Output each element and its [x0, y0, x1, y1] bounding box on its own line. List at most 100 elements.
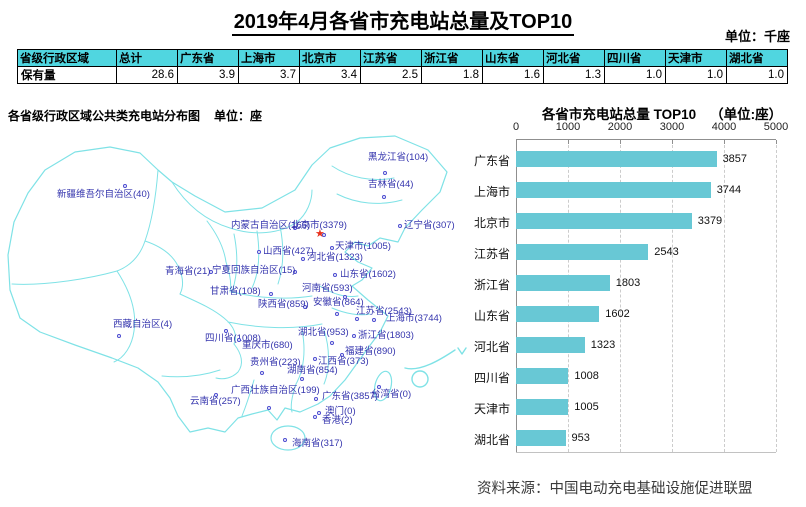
bar [516, 306, 600, 322]
table-header-cell: 山东省 [482, 49, 544, 67]
table-value-cell: 1.0 [726, 66, 788, 84]
gridline [568, 140, 569, 452]
bar-category-label: 四川省 [473, 371, 510, 385]
table-value-cell: 28.6 [116, 66, 178, 84]
coast-flourish-check [457, 347, 467, 355]
bar-row: 上海市 3744 [474, 182, 776, 199]
bar-value-label: 1005 [574, 401, 599, 413]
gridline [620, 140, 621, 452]
table-value-cell: 1.0 [604, 66, 666, 84]
bar [516, 337, 585, 353]
table-value-cell: 3.9 [177, 66, 239, 84]
bar-category-label: 湖北省 [473, 433, 510, 447]
chart-title: 各省市充电站总量 TOP10 （单位:座） [541, 107, 783, 122]
bar-value-label: 1602 [605, 308, 630, 320]
table-value-cell: 1.3 [543, 66, 605, 84]
x-axis-tickmark [516, 140, 517, 144]
bar [516, 213, 692, 229]
bar-row: 四川省 1008 [474, 368, 776, 385]
bar-category-label: 浙江省 [473, 278, 510, 292]
bar-category-label: 山东省 [473, 309, 510, 323]
x-axis-tickmark [672, 140, 673, 144]
table-header-cell: 北京市 [299, 49, 361, 67]
bar [516, 182, 711, 198]
table-header-cell: 总计 [116, 49, 178, 67]
bar-value-label: 1008 [574, 370, 599, 382]
table-header-cell: 湖北省 [726, 49, 788, 67]
map-title: 各省级行政区域公共类充电站分布图 单位：座 [8, 109, 263, 123]
table-value-cell: 1.0 [665, 66, 727, 84]
x-axis-tick-label: 3000 [659, 121, 685, 133]
table-header-cell: 浙江省 [421, 49, 483, 67]
x-axis-tickmark [620, 140, 621, 144]
bar-value-label: 1803 [615, 277, 641, 289]
table-value-cell: 1.8 [421, 66, 483, 84]
y-axis-line [516, 140, 517, 452]
map-outline [7, 135, 448, 433]
x-axis-tick-label: 0 [512, 121, 520, 133]
bar-row: 湖北省 953 [474, 430, 776, 447]
x-axis-tickmark [724, 140, 725, 144]
bar-category-label: 北京市 [473, 216, 510, 230]
table-data-row: 保有量 28.6 3.9 3.7 3.4 2.5 1.8 1.6 1.3 1.0 1.0 1.0 [17, 66, 788, 84]
top10-bar-chart: 各省市充电站总量 TOP10 （单位:座） 0 1000 2000 3000 4000 50… [470, 98, 806, 470]
bar-row: 天津市 1005 [474, 399, 776, 416]
x-axis-tick-label: 2000 [607, 121, 633, 133]
bar-row: 浙江省 1803 [474, 275, 776, 292]
table-header-cell: 广东省 [177, 49, 239, 67]
bar-value-label: 1323 [590, 339, 616, 351]
x-axis-tick-label: 4000 [711, 121, 737, 133]
gridline [672, 140, 673, 452]
bar-value-label: 2543 [654, 246, 679, 258]
table-header-cell: 天津市 [665, 49, 727, 67]
x-axis-tick-label: 1000 [555, 121, 581, 133]
bar-category-label: 江苏省 [473, 247, 510, 261]
table-row-label: 保有量 [17, 66, 117, 84]
x-axis-tickmark [568, 140, 569, 144]
coast-flourish-loop [411, 370, 429, 388]
bar [516, 275, 610, 291]
source-note: 资料来源：中国电动充电基础设施促进联盟 [477, 481, 753, 497]
table-unit-note: 单位：千座 [724, 29, 790, 44]
table-value-cell: 3.7 [238, 66, 300, 84]
bar-category-label: 广东省 [473, 154, 510, 168]
taiwan-island [373, 370, 393, 402]
table-header-cell: 河北省 [543, 49, 605, 67]
bar-category-label: 河北省 [473, 340, 510, 354]
bar [516, 244, 649, 260]
table-header-cell: 江苏省 [360, 49, 422, 67]
coast-flourish [404, 349, 456, 370]
bar [516, 151, 717, 167]
x-axis-tickmark [776, 140, 777, 144]
bar-category-label: 天津市 [473, 402, 510, 416]
table-header-cell: 上海市 [238, 49, 300, 67]
bar [516, 368, 569, 384]
bar-row: 河北省 1323 [474, 337, 776, 354]
china-map [7, 135, 467, 451]
bar-value-label: 953 [571, 432, 590, 444]
chart-plot-area: 0 1000 2000 3000 4000 5000 广东省 3857 上海市 3744 北京市 33… [474, 121, 788, 453]
bar-row: 北京市 3379 [474, 213, 776, 230]
holdings-table: 省级行政区域 总计 广东省 上海市 北京市 江苏省 浙江省 山东省 河北省 四川省 天津市 湖北省 保… [17, 49, 788, 84]
table-header-cell: 四川省 [604, 49, 666, 67]
bar-row: 江苏省 2543 [474, 244, 776, 261]
gridline [776, 140, 777, 452]
table-header-cell: 省级行政区域 [17, 49, 117, 67]
page-title: 2019年4月各省市充电站总量及TOP10 [0, 5, 806, 36]
bar-value-label: 3857 [722, 153, 748, 165]
table-value-cell: 2.5 [360, 66, 422, 84]
bar-row: 广东省 3857 [474, 151, 776, 168]
bar [516, 399, 569, 415]
table-value-cell: 1.6 [482, 66, 544, 84]
bar [516, 430, 566, 446]
bar-value-label: 3744 [716, 184, 742, 196]
bar-category-label: 上海市 [473, 185, 510, 199]
gridline [724, 140, 725, 452]
table-value-cell: 3.4 [299, 66, 361, 84]
bar-row: 山东省 1602 [474, 306, 776, 323]
bar-value-label: 3379 [697, 215, 723, 227]
hainan-island [270, 425, 306, 451]
x-axis-tick-label: 5000 [763, 121, 789, 133]
table-header-row: 省级行政区域 总计 广东省 上海市 北京市 江苏省 浙江省 山东省 河北省 四川省 天津市 湖北省 [17, 49, 788, 67]
